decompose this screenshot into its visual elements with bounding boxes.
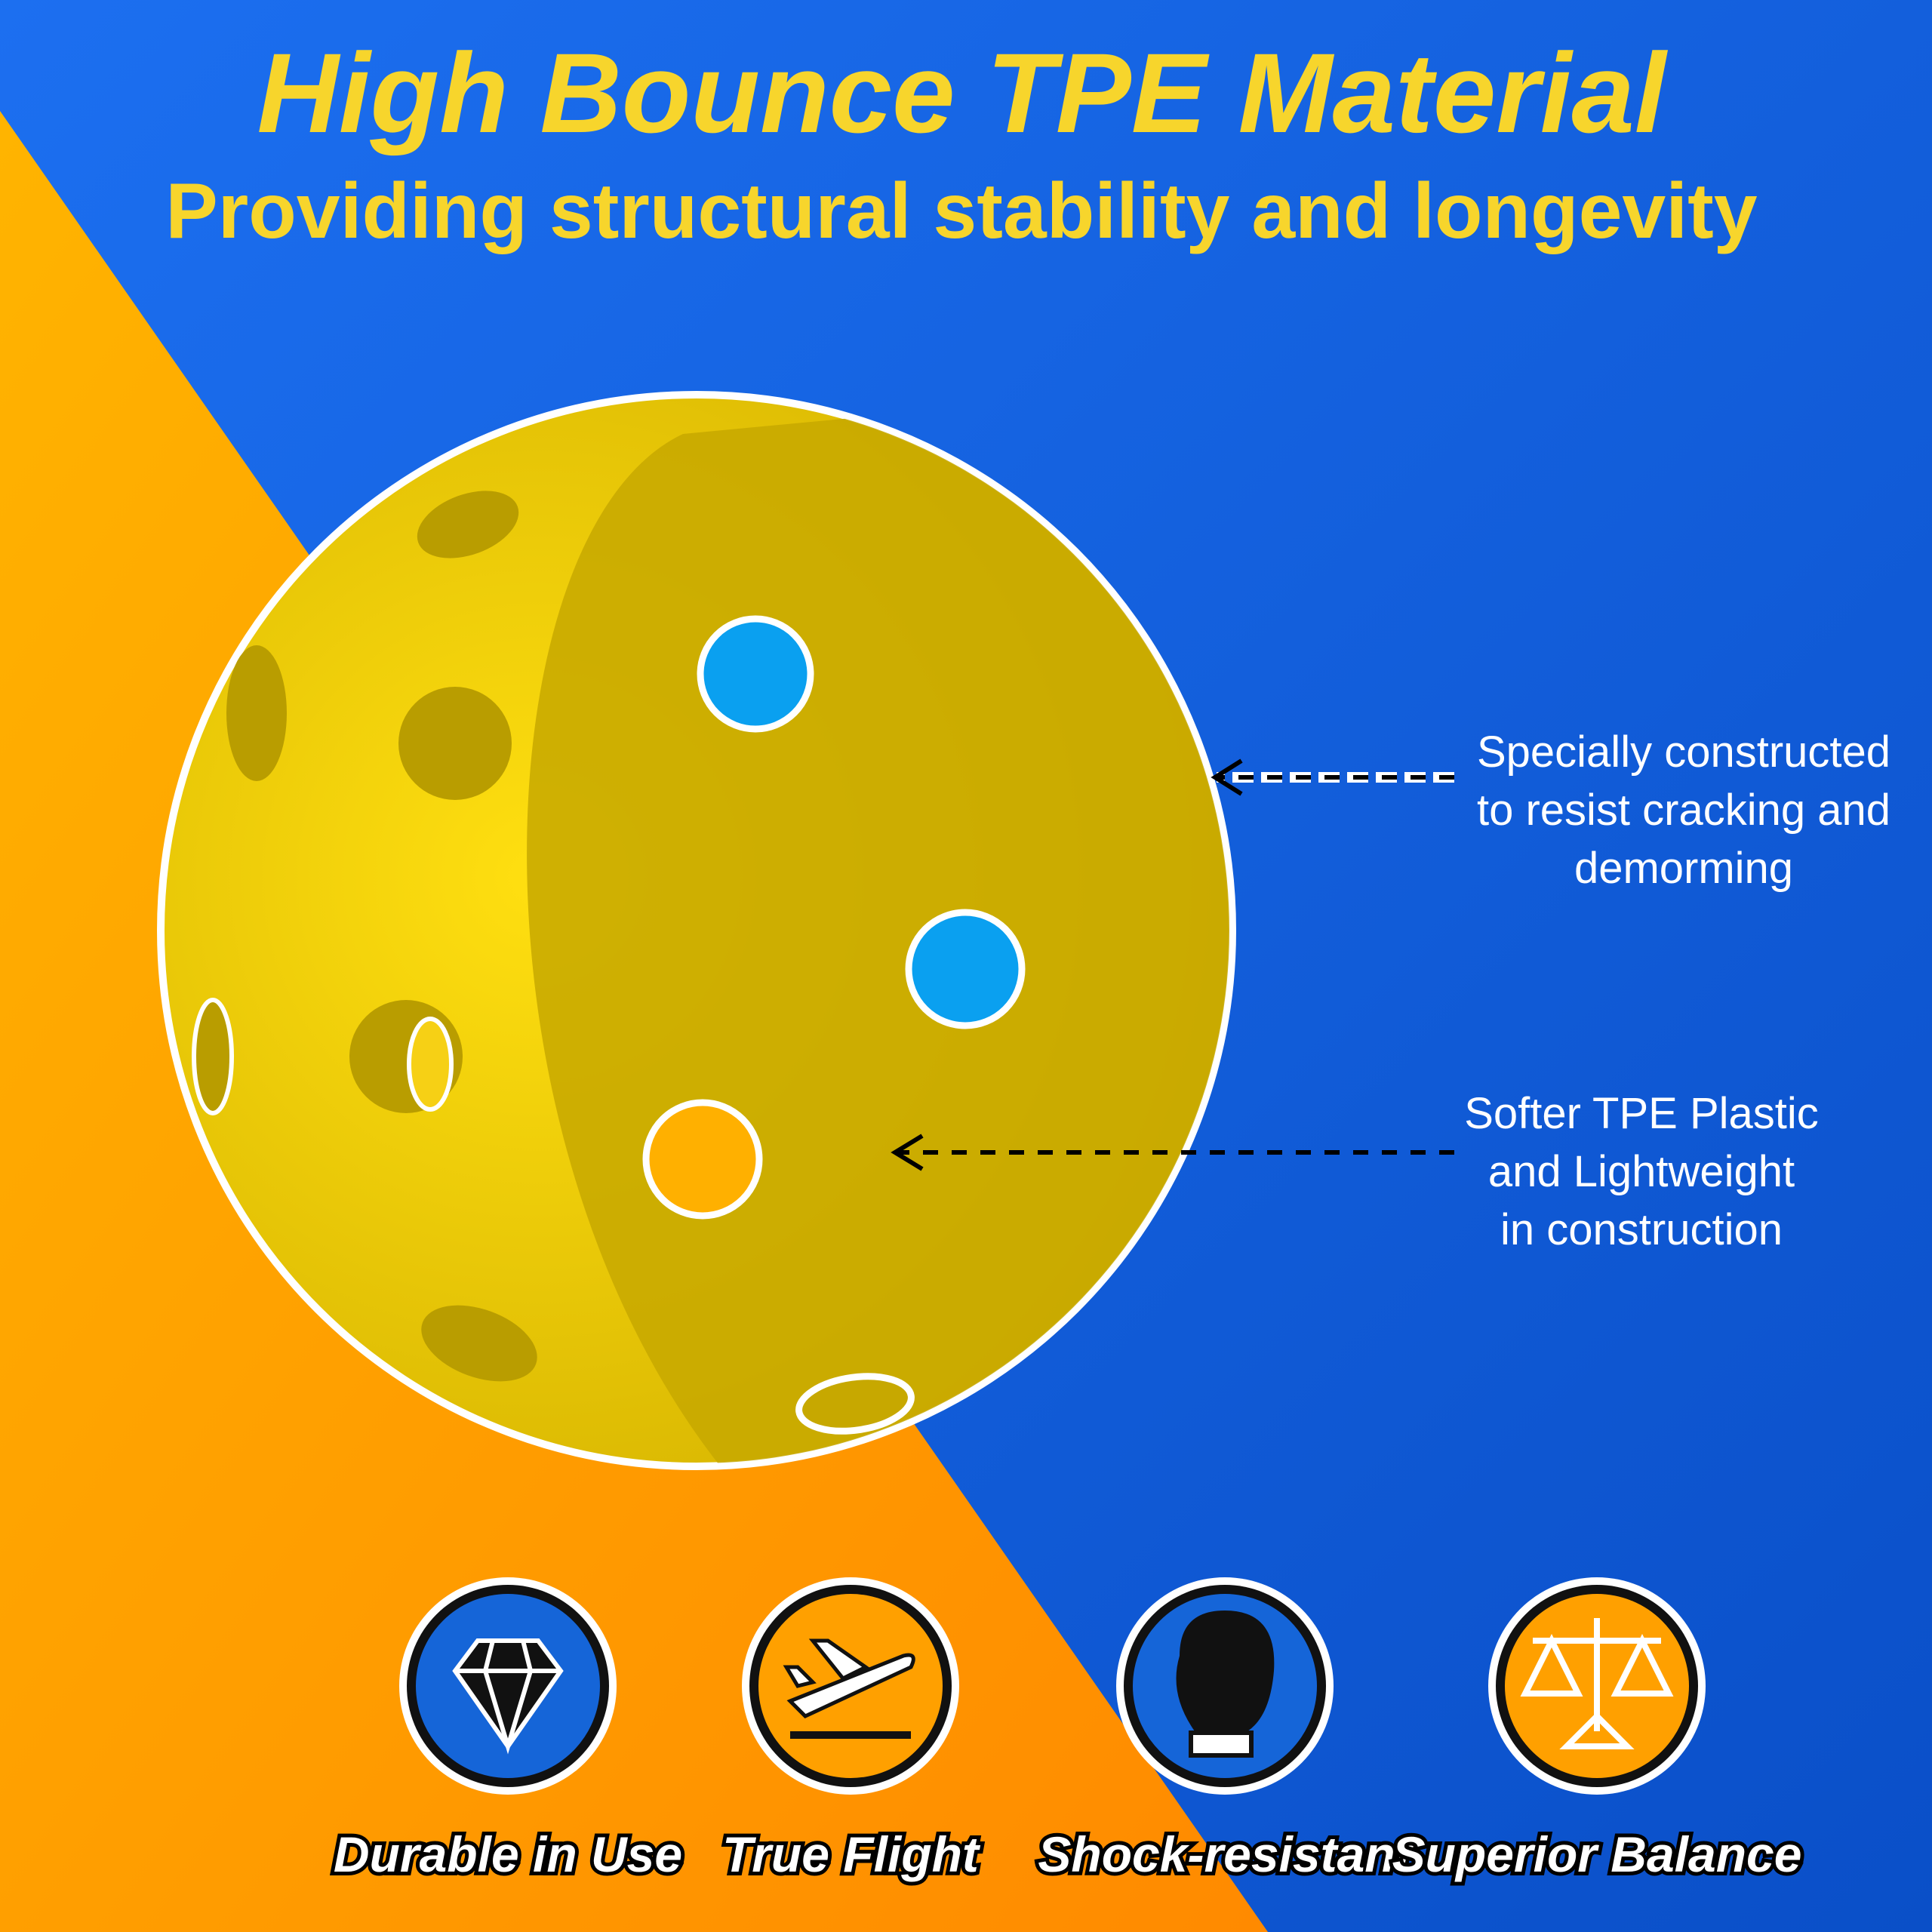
arrows (891, 758, 1454, 1171)
feature-label: True Flight (722, 1826, 981, 1882)
feature-icon (1488, 1577, 1706, 1795)
title: High Bounce TPE Material (257, 29, 1669, 156)
callout-line: Specially constructed (1477, 728, 1890, 777)
feature-icon (399, 1577, 617, 1795)
feature-label: Shock-resistant (1038, 1826, 1414, 1882)
ball (157, 391, 1236, 1470)
feature-label: Superior Balance (1392, 1826, 1802, 1882)
feature-icon (742, 1577, 959, 1795)
callout-line: in construction (1500, 1205, 1783, 1254)
feature-label: Durable in Use (334, 1826, 682, 1882)
callout-line: and Lightweight (1488, 1147, 1795, 1196)
subtitle: Providing structural stability and longe… (165, 168, 1757, 255)
callout-line: Softer TPE Plastic (1464, 1089, 1819, 1138)
feature-icon (1116, 1577, 1334, 1795)
callout-line: to resist cracking and (1477, 786, 1890, 835)
callout-line: demorming (1574, 844, 1793, 893)
